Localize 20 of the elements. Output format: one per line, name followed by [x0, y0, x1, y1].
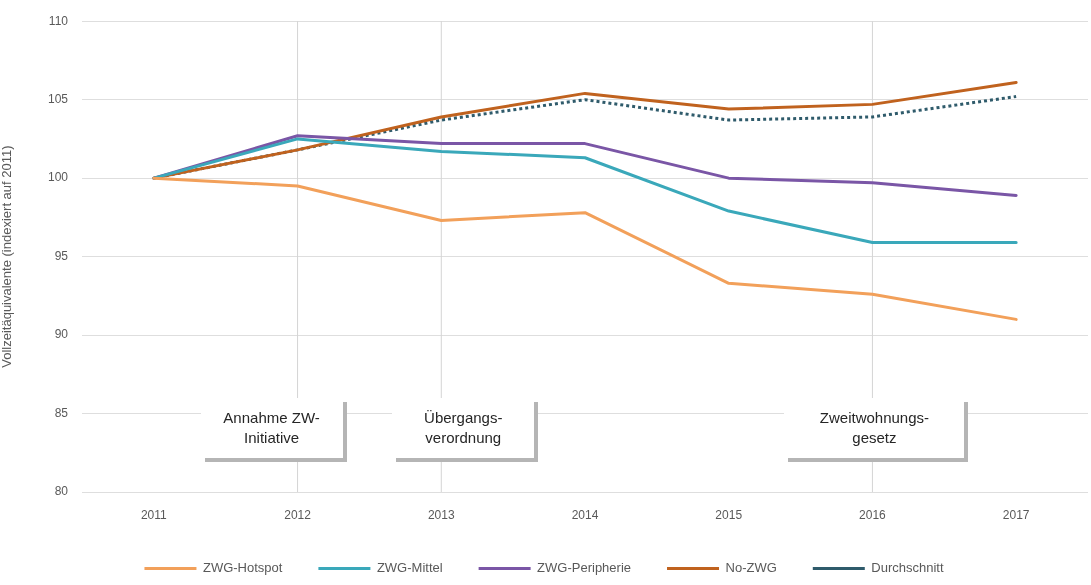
x-tick-label: 2011 [140, 507, 168, 522]
x-tick-label: 2012 [284, 507, 312, 522]
y-tick-label: 90 [54, 327, 69, 342]
x-tick-label: 2014 [571, 507, 599, 522]
x-tick-label: 2015 [715, 507, 743, 522]
y-tick-label: 95 [54, 248, 69, 263]
legend-label: Durchschnitt [871, 560, 944, 576]
x-tick-label: 2016 [859, 507, 887, 522]
y-tick-label: 105 [47, 91, 69, 106]
legend-label: ZWG-Peripherie [537, 560, 632, 576]
legend-label: ZWG-Mittel [376, 560, 443, 576]
y-tick-label: 110 [48, 13, 69, 28]
x-tick-label: 2017 [1002, 507, 1030, 522]
legend-label: No-ZWG [725, 560, 777, 576]
y-tick-label: 100 [47, 170, 69, 185]
y-tick-label: 80 [54, 484, 69, 499]
y-tick-label: 85 [54, 405, 69, 420]
y-axis-title: Vollzeitäquivalente (indexiert auf 2011) [0, 145, 15, 368]
x-tick-label: 2013 [427, 507, 455, 522]
legend-label: ZWG-Hotspot [202, 560, 283, 576]
